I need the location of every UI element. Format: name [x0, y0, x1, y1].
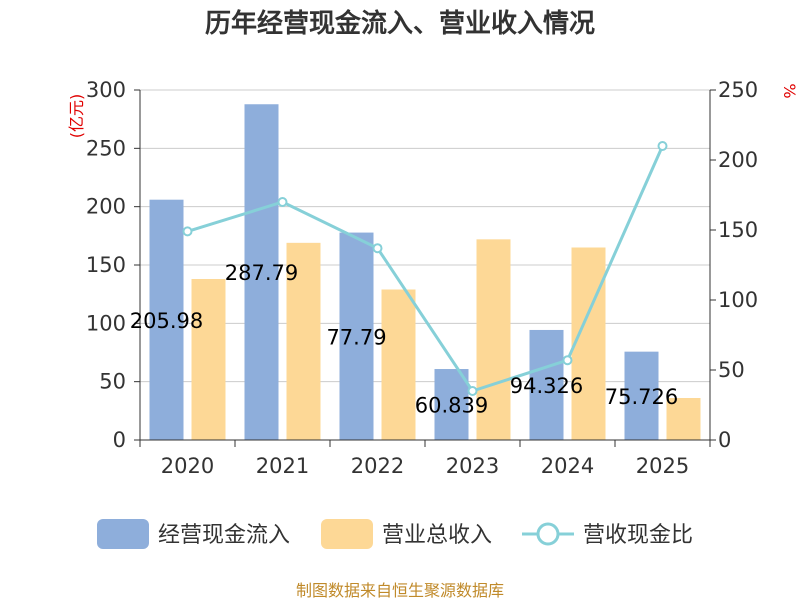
left-tick-label: 100 — [86, 311, 126, 335]
ratio-point — [372, 243, 383, 254]
grid — [140, 89, 710, 383]
x-tick-label: 2022 — [351, 454, 404, 478]
cash-inflow-bar — [244, 104, 279, 441]
legend-label-ratio: 营收现金比 — [583, 523, 693, 548]
revenue-bar — [191, 279, 226, 440]
ratio-point — [277, 197, 288, 207]
cash-inflow-data-label: 205.98 — [130, 309, 203, 333]
right-tick-label: 200 — [718, 148, 758, 172]
cash-inflow-bar — [529, 329, 564, 440]
left-tick-label: 300 — [86, 78, 126, 102]
legend-label-revenue: 营业总收入 — [382, 523, 492, 548]
x-tick-label: 2023 — [446, 454, 499, 478]
legend-swatch-ratio-marker — [536, 522, 560, 546]
axes: 0 50 100 150 200 250 300 0 50 100 150 200 250 2020 202… — [86, 78, 758, 478]
legend-label-cash-inflow: 经营现金流入 — [158, 523, 290, 548]
cash-inflow-data-label: 287.79 — [225, 261, 298, 285]
revenue-bar — [286, 242, 321, 440]
cash-inflow-data-label: 94.326 — [510, 374, 583, 398]
cash-inflow-bar — [434, 369, 469, 440]
ratio-point — [467, 386, 478, 396]
left-tick-label: 200 — [86, 195, 126, 219]
x-tick-label: 2024 — [541, 454, 594, 478]
cash-inflow-bar — [339, 232, 374, 440]
x-tick-label: 2025 — [636, 454, 689, 478]
chart-title: 历年经营现金流入、营业收入情况 — [205, 8, 595, 39]
left-tick-label: 150 — [86, 253, 126, 277]
left-tick-label: 250 — [86, 136, 126, 160]
left-tick-label: 0 — [113, 428, 126, 452]
revenue-bar — [666, 398, 701, 440]
right-tick-label: 0 — [718, 428, 731, 452]
cash-inflow-bar — [149, 199, 184, 440]
revenue-bar — [476, 239, 511, 440]
right-tick-label: 100 — [718, 288, 758, 312]
left-axis-unit: (亿元) — [67, 94, 86, 139]
x-tick-label: 2021 — [256, 454, 309, 478]
cash-inflow-bar — [624, 351, 659, 440]
cash-inflow-data-label: 60.839 — [415, 394, 488, 418]
revenue-bar — [571, 247, 606, 440]
ratio-point — [562, 355, 573, 366]
right-tick-label: 50 — [718, 358, 745, 382]
data-labels: 205.98 287.79 77.79 60.839 94.326 75.726 — [130, 261, 678, 417]
cash-inflow-data-label: 75.726 — [605, 385, 678, 409]
legend-swatch-cash-inflow — [97, 519, 149, 549]
ratio-line — [187, 145, 664, 393]
ratio-line-series — [182, 141, 668, 396]
ratio-point — [182, 226, 193, 237]
left-tick-label: 50 — [99, 370, 126, 394]
cash-inflow-data-label: 77.79 — [326, 325, 386, 349]
revenue-bar — [381, 289, 416, 440]
right-tick-label: 150 — [718, 218, 758, 242]
legend: 经营现金流入 营业总收入 营收现金比 — [97, 519, 693, 549]
x-tick-label: 2020 — [161, 454, 214, 478]
legend-swatch-revenue — [321, 519, 373, 549]
right-axis-unit: % — [780, 83, 799, 98]
bar-series — [149, 104, 701, 441]
source-footer: 制图数据来自恒生聚源数据库 — [296, 581, 504, 600]
right-tick-label: 250 — [718, 78, 758, 102]
ratio-point — [657, 141, 668, 151]
